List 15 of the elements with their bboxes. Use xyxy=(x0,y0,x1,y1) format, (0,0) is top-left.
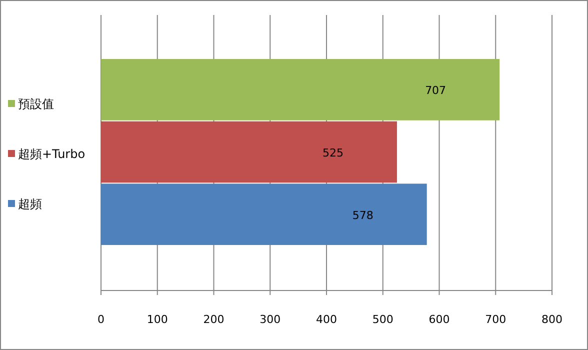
x-tick-label: 400 xyxy=(316,313,337,326)
x-tick-label: 0 xyxy=(98,313,104,326)
data-label: 525 xyxy=(322,146,344,160)
legend-label: 預設值 xyxy=(18,97,54,111)
legend-label: 超頻 xyxy=(18,197,42,211)
x-tick-label: 600 xyxy=(428,313,450,326)
x-tick-label: 700 xyxy=(485,313,506,326)
data-label: 578 xyxy=(352,208,374,222)
x-tick-label: 300 xyxy=(260,313,281,326)
data-label: 707 xyxy=(425,84,446,98)
x-tick-label: 100 xyxy=(146,313,168,326)
legend-label: 超頻+Turbo xyxy=(18,147,86,161)
x-tick-label: 200 xyxy=(203,313,224,326)
x-tick-label: 500 xyxy=(372,313,394,326)
x-tick-label: 800 xyxy=(542,313,562,326)
